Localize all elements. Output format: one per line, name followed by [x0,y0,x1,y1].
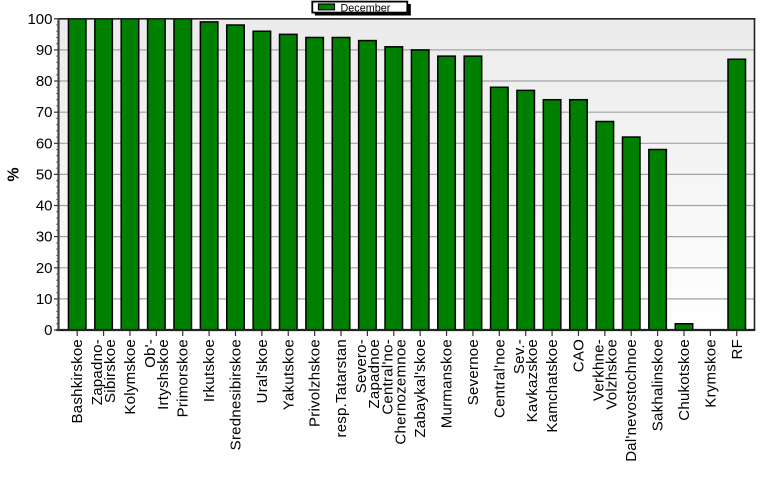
svg-text:Murmanskoe: Murmanskoe [439,339,456,428]
svg-text:Chukotskoe: Chukotskoe [676,339,693,421]
svg-text:50: 50 [36,166,53,183]
svg-text:Severo-: Severo- [353,339,370,393]
svg-text:Zapadnoe: Zapadnoe [366,339,383,409]
svg-text:0: 0 [44,322,52,339]
svg-text:40: 40 [36,198,53,215]
svg-text:Severnoe: Severnoe [465,339,482,405]
svg-text:Privolzhskoe: Privolzhskoe [307,339,324,427]
svg-text:RF: RF [729,339,746,360]
svg-text:Verkhne-: Verkhne- [590,339,607,401]
svg-text:Yakutskoe: Yakutskoe [280,339,297,410]
svg-text:Sibirskoe: Sibirskoe [102,339,119,403]
svg-text:Central'noe: Central'noe [491,339,508,418]
svg-text:80: 80 [36,73,53,90]
svg-text:Volzhskoe: Volzhskoe [603,339,620,410]
svg-text:Chernozemnoe: Chernozemnoe [392,339,409,445]
svg-text:Ob'-: Ob'- [142,339,159,368]
svg-text:Central'no-: Central'no- [379,339,396,415]
svg-text:Zabaykal'skoe: Zabaykal'skoe [412,339,429,438]
svg-text:Krymskoe: Krymskoe [702,339,719,408]
svg-text:10: 10 [36,291,53,308]
svg-text:Sakhalinskoe: Sakhalinskoe [650,339,667,431]
svg-text:Bashkirskoe: Bashkirskoe [69,339,86,423]
svg-text:60: 60 [36,135,53,152]
svg-text:70: 70 [36,104,53,121]
svg-text:resp.Tatarstan: resp.Tatarstan [333,339,350,438]
svg-text:20: 20 [36,260,53,277]
svg-text:Srednesibirskoe: Srednesibirskoe [227,339,244,450]
svg-text:Zapadno-: Zapadno- [89,339,106,405]
svg-text:Kamchatskoe: Kamchatskoe [544,339,561,433]
svg-text:90: 90 [36,42,53,59]
svg-text:CAO: CAO [570,339,587,372]
svg-text:December: December [341,2,391,14]
svg-text:Kavkazskoe: Kavkazskoe [524,339,541,422]
svg-text:100: 100 [27,11,52,28]
svg-text:Irkutskoe: Irkutskoe [201,339,218,402]
svg-text:Primorskoe: Primorskoe [175,339,192,417]
svg-text:30: 30 [36,229,53,246]
svg-text:Dal'nevostochnoe: Dal'nevostochnoe [623,339,640,462]
svg-text:Kolymskoe: Kolymskoe [122,339,139,415]
svg-text:Irtyshskoe: Irtyshskoe [155,339,172,410]
svg-text:Sev.-: Sev.- [511,339,528,374]
svg-text:Ural'skoe: Ural'skoe [254,339,271,403]
svg-text:%: % [6,167,23,181]
